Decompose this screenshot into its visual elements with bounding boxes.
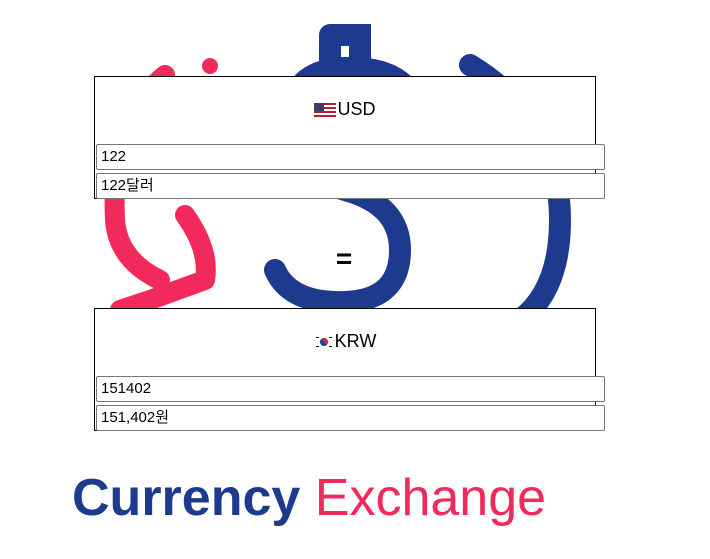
to-currency-code: KRW	[334, 331, 377, 351]
to-currency-panel: KRW 151402 151,402원	[94, 308, 605, 431]
kr-flag-icon	[313, 335, 334, 349]
from-amount-text-field[interactable]: 122달러	[96, 173, 605, 199]
brand-word-currency: Currency	[72, 469, 301, 527]
to-amount-input[interactable]: 151402	[96, 376, 605, 402]
from-amount-input[interactable]: 122	[96, 144, 605, 170]
from-currency-panel: USD 122 122달러	[94, 76, 605, 199]
pink-dot	[202, 58, 218, 74]
brand-word-exchange: Exchange	[314, 469, 547, 527]
to-currency-header[interactable]: KRW	[95, 330, 595, 352]
us-flag-icon	[314, 103, 337, 117]
from-currency-code: USD	[337, 99, 376, 119]
brand-wordmark: Currency Exchange	[72, 466, 546, 530]
to-amount-text-field[interactable]: 151,402원	[96, 405, 605, 431]
dollar-sign-icon	[264, 24, 431, 314]
from-currency-header[interactable]: USD	[95, 98, 595, 120]
equals-sign: =	[335, 243, 353, 274]
